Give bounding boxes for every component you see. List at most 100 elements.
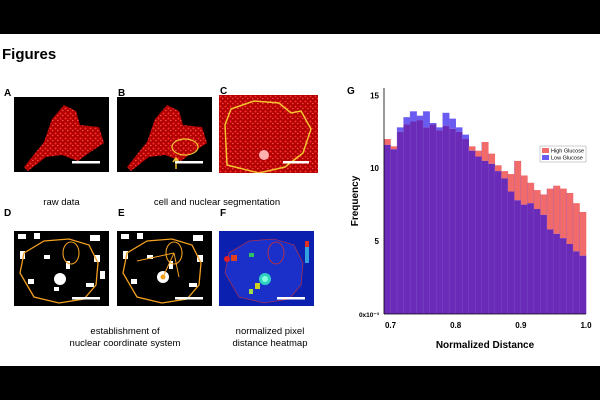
bar-overlap-6 bbox=[423, 127, 430, 314]
bar-top-4 bbox=[410, 111, 417, 122]
raw-data-image bbox=[14, 97, 109, 172]
bar-overlap-22 bbox=[527, 203, 535, 314]
caption-segmentation: cell and nuclear segmentation bbox=[153, 197, 281, 208]
bar-overlap-14 bbox=[475, 156, 483, 314]
bar-overlap-12 bbox=[462, 139, 470, 314]
histogram-chart: 0.7 0.8 0.9 1.0 0x10⁻³ 5 10 15 Normalized Dist… bbox=[348, 86, 598, 356]
bar-overlap-0 bbox=[384, 144, 391, 314]
x-tick-label: 0.8 bbox=[450, 321, 462, 330]
bar-top-28 bbox=[566, 192, 574, 245]
x-tick-label: 0.7 bbox=[385, 321, 397, 330]
panel-label-a: A bbox=[4, 88, 12, 99]
bar-overlap-5 bbox=[416, 120, 424, 314]
bar-top-8 bbox=[436, 127, 443, 131]
panel-label-g: G bbox=[347, 86, 355, 97]
x-tick-label: 1.0 bbox=[580, 321, 592, 330]
slide-heading: Figures bbox=[2, 46, 57, 63]
bar-top-5 bbox=[416, 115, 424, 121]
bar-overlap-8 bbox=[436, 130, 443, 314]
legend-box bbox=[539, 145, 587, 163]
bar-overlap-1 bbox=[390, 149, 398, 314]
bar-overlap-11 bbox=[455, 131, 463, 314]
y-tick-label: 10 bbox=[370, 164, 379, 173]
coordinate-image-e bbox=[117, 231, 212, 306]
bar-top-7 bbox=[429, 122, 437, 125]
bar-overlap-16 bbox=[488, 163, 496, 314]
caption-raw-data: raw data bbox=[43, 197, 80, 208]
panel-label-b: B bbox=[118, 88, 126, 99]
bar-top-17 bbox=[494, 165, 502, 172]
bar-overlap-20 bbox=[514, 200, 522, 314]
bar-overlap-25 bbox=[546, 229, 554, 314]
bar-top-9 bbox=[442, 112, 450, 126]
panel-label-c: C bbox=[220, 86, 228, 97]
bar-overlap-7 bbox=[429, 124, 437, 314]
bar-top-22 bbox=[527, 182, 535, 204]
bar-top-0 bbox=[384, 139, 391, 145]
slide: Figures A B C bbox=[0, 34, 600, 366]
coordinate-image-d bbox=[14, 231, 109, 306]
bar-top-12 bbox=[462, 134, 470, 140]
caption-heatmap-line-2: distance heatmap bbox=[232, 338, 308, 349]
chart-legend: High Glucose Low Glucose bbox=[539, 145, 587, 163]
bar-overlap-9 bbox=[442, 125, 450, 315]
bar-top-11 bbox=[455, 127, 463, 132]
bar-overlap-29 bbox=[572, 251, 580, 314]
bar-overlap-4 bbox=[410, 121, 417, 314]
bar-top-23 bbox=[533, 190, 541, 210]
bar-top-14 bbox=[475, 150, 483, 157]
legend-swatch-low-glucose bbox=[542, 155, 549, 160]
x-axis-label: Normalized Distance bbox=[436, 340, 535, 351]
distance-heatmap-image bbox=[219, 231, 314, 306]
x-tick-label: 0.9 bbox=[515, 321, 527, 330]
panel-label-f: F bbox=[220, 208, 227, 219]
bar-overlap-24 bbox=[540, 214, 548, 314]
zoomed-cell-image bbox=[219, 95, 318, 173]
bar-top-24 bbox=[540, 194, 548, 215]
bar-top-6 bbox=[423, 111, 430, 128]
bar-top-20 bbox=[514, 160, 522, 201]
legend-label-high-glucose: High Glucose bbox=[551, 149, 584, 155]
bar-overlap-28 bbox=[566, 244, 574, 314]
bar-overlap-2 bbox=[397, 131, 404, 314]
bar-overlap-21 bbox=[520, 204, 528, 314]
caption-coordinate-line-1: establishment of bbox=[90, 326, 160, 337]
bar-overlap-17 bbox=[494, 171, 502, 314]
bar-overlap-13 bbox=[468, 150, 476, 314]
bar-top-18 bbox=[501, 171, 509, 179]
bar-top-15 bbox=[481, 141, 489, 161]
bar-top-29 bbox=[572, 203, 580, 252]
caption-coordinate-line-2: nuclear coordinate system bbox=[69, 338, 181, 349]
bar-top-21 bbox=[520, 175, 528, 205]
bar-top-1 bbox=[390, 146, 398, 150]
legend-swatch-high-glucose bbox=[542, 148, 549, 153]
y-tick-label: 5 bbox=[375, 237, 380, 246]
bar-overlap-3 bbox=[403, 124, 411, 314]
bar-top-19 bbox=[507, 174, 515, 192]
panel-label-d: D bbox=[4, 208, 12, 219]
bar-top-2 bbox=[397, 127, 404, 132]
bar-top-25 bbox=[546, 188, 554, 230]
bar-top-30 bbox=[579, 211, 587, 256]
bar-top-26 bbox=[553, 185, 561, 234]
bar-overlap-26 bbox=[553, 233, 561, 314]
bar-overlap-19 bbox=[507, 191, 515, 314]
y-tick-label: 0x10⁻³ bbox=[359, 312, 380, 319]
bar-overlap-10 bbox=[449, 128, 456, 314]
bar-top-13 bbox=[468, 146, 476, 151]
bar-overlap-15 bbox=[481, 160, 489, 314]
bar-overlap-18 bbox=[501, 178, 509, 314]
bar-overlap-30 bbox=[579, 255, 587, 314]
legend-label-low-glucose: Low Glucose bbox=[551, 156, 583, 162]
bar-overlap-27 bbox=[559, 238, 567, 314]
bar-top-10 bbox=[449, 118, 456, 129]
bar-top-27 bbox=[559, 188, 567, 239]
histogram-svg: 0.7 0.8 0.9 1.0 0x10⁻³ 5 10 15 Normalized Dist… bbox=[350, 88, 592, 351]
segmentation-image bbox=[117, 97, 212, 172]
caption-heatmap-line-1: normalized pixel bbox=[235, 326, 305, 337]
bar-top-16 bbox=[488, 153, 496, 164]
bar-top-3 bbox=[403, 117, 411, 125]
panel-label-e: E bbox=[118, 208, 125, 219]
bar-overlap-23 bbox=[533, 209, 541, 314]
y-axis-label: Frequency bbox=[350, 175, 361, 226]
